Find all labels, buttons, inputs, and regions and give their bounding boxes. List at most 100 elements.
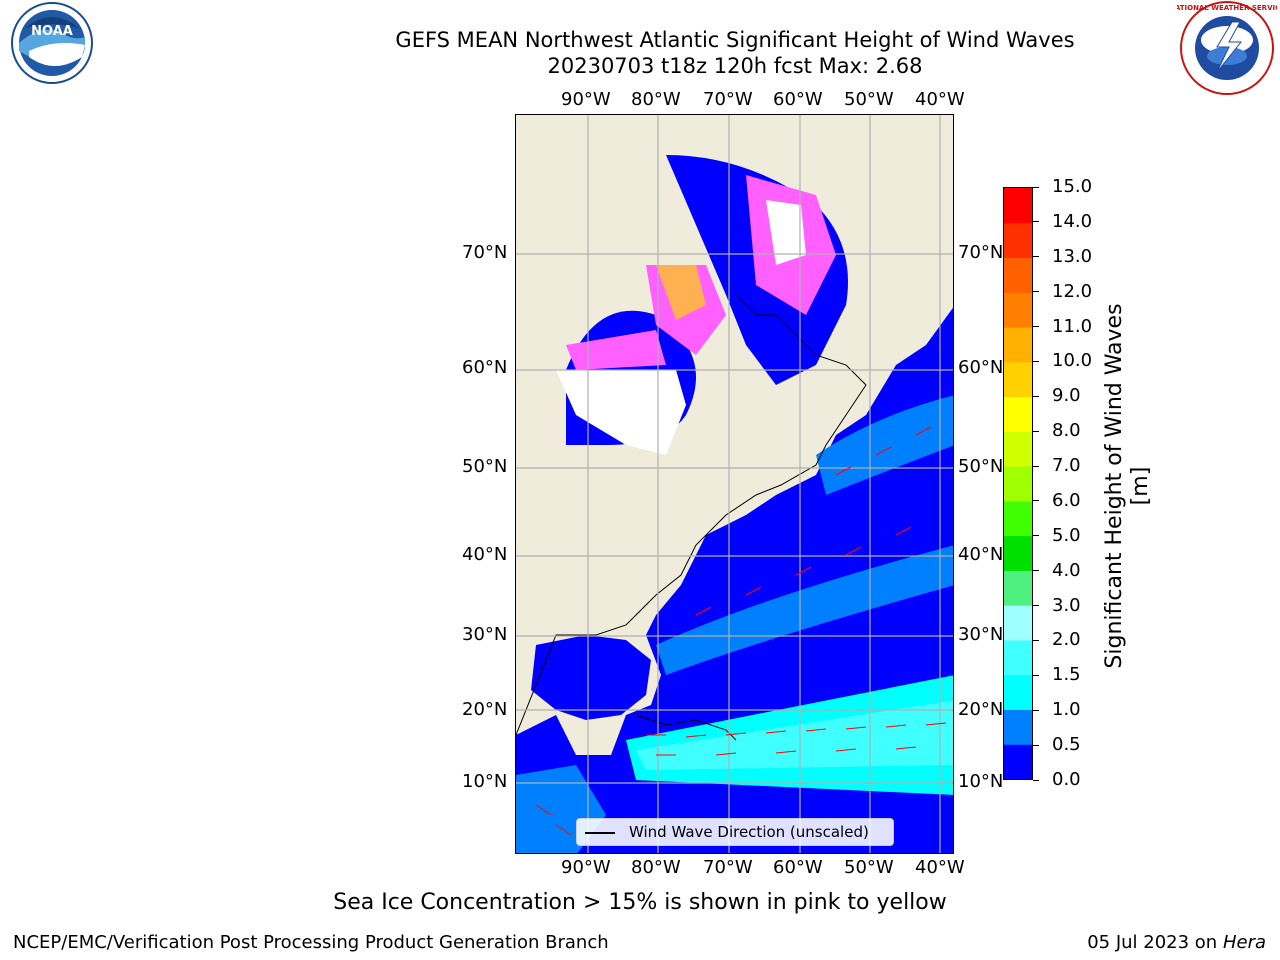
colorbar-tick-label: 6.0 bbox=[1052, 489, 1081, 511]
lon-label-top: 80°W bbox=[631, 89, 681, 110]
date-label: 05 Jul 2023 on bbox=[1087, 932, 1223, 953]
noaa-logo: NOAA bbox=[11, 2, 93, 84]
lon-label-bottom: 50°W bbox=[844, 857, 894, 878]
lon-label-top: 70°W bbox=[703, 89, 753, 110]
lat-label-right: 50°N bbox=[958, 456, 1004, 477]
noaa-logo-text: NOAA bbox=[31, 24, 73, 39]
colorbar-tick-label: 1.5 bbox=[1052, 664, 1081, 686]
colorbar-segment bbox=[1004, 709, 1032, 745]
lon-label-top: 90°W bbox=[561, 89, 611, 110]
colorbar-tick-label: 3.0 bbox=[1052, 594, 1081, 616]
colorbar-tick-label: 2.0 bbox=[1052, 629, 1081, 651]
colorbar-segment bbox=[1004, 327, 1032, 363]
colorbar-tick bbox=[1033, 744, 1039, 746]
credit-text: NCEP/EMC/Verification Post Processing Pr… bbox=[13, 932, 609, 953]
colorbar-tick-label: 14.0 bbox=[1052, 210, 1093, 232]
colorbar-tick bbox=[1033, 326, 1039, 328]
colorbar-tick-label: 15.0 bbox=[1052, 176, 1093, 197]
colorbar-tick bbox=[1033, 709, 1039, 711]
ocean-region bbox=[656, 545, 953, 675]
graticule bbox=[516, 115, 953, 853]
colorbar-tick bbox=[1033, 291, 1039, 293]
colorbar-tick bbox=[1033, 535, 1039, 537]
colorbar bbox=[1003, 187, 1033, 780]
colorbar-tick bbox=[1033, 186, 1039, 188]
colorbar-segment bbox=[1004, 466, 1032, 502]
lon-label-bottom: 80°W bbox=[631, 857, 681, 878]
lat-label-left: 70°N bbox=[462, 242, 508, 263]
colorbar-tick-label: 0.5 bbox=[1052, 734, 1081, 756]
colorbar-tick bbox=[1033, 674, 1039, 676]
colorbar-tick-label: 11.0 bbox=[1052, 315, 1093, 337]
date-text: 05 Jul 2023 on Hera bbox=[1087, 932, 1266, 953]
coastline bbox=[516, 294, 867, 736]
lat-label-left: 50°N bbox=[462, 456, 508, 477]
lon-label-bottom: 60°W bbox=[773, 857, 823, 878]
colorbar-tick-label: 10.0 bbox=[1052, 350, 1093, 372]
colorbar-segment bbox=[1004, 431, 1032, 467]
colorbar-segment bbox=[1004, 222, 1032, 259]
nws-logo-text: NATIONAL WEATHER SERVICE bbox=[1177, 4, 1277, 12]
host-name: Hera bbox=[1222, 932, 1266, 953]
colorbar-tick bbox=[1033, 639, 1039, 641]
lat-label-right: 70°N bbox=[958, 242, 1004, 263]
colorbar-tick-label: 5.0 bbox=[1052, 524, 1081, 546]
lat-label-left: 20°N bbox=[462, 699, 508, 720]
colorbar-segment bbox=[1004, 674, 1032, 710]
lat-label-left: 10°N bbox=[462, 771, 508, 792]
colorbar-segment bbox=[1004, 744, 1032, 779]
colorbar-tick bbox=[1033, 360, 1039, 362]
colorbar-segment bbox=[1004, 292, 1032, 328]
map-legend: Wind Wave Direction (unscaled) bbox=[576, 818, 894, 846]
lat-label-left: 40°N bbox=[462, 544, 508, 565]
colorbar-tick bbox=[1033, 500, 1039, 502]
colorbar-segment bbox=[1004, 500, 1032, 537]
colorbar-segment bbox=[1004, 535, 1032, 571]
map-panel bbox=[515, 114, 954, 854]
colorbar-segment bbox=[1004, 361, 1032, 398]
colorbar-tick-label: 7.0 bbox=[1052, 455, 1081, 477]
lat-label-left: 60°N bbox=[462, 357, 508, 378]
colorbar-title: Significant Height of Wind Waves [m] bbox=[1102, 303, 1153, 669]
lon-label-bottom: 70°W bbox=[703, 857, 753, 878]
colorbar-segment bbox=[1004, 570, 1032, 606]
ocean-region bbox=[816, 395, 953, 495]
lat-label-right: 60°N bbox=[958, 357, 1004, 378]
colorbar-tick-label: 13.0 bbox=[1052, 245, 1093, 267]
legend-label: Wind Wave Direction (unscaled) bbox=[629, 823, 869, 841]
lon-label-top: 50°W bbox=[844, 89, 894, 110]
map-subtitle: 20230703 t18z 120h fcst Max: 2.68 bbox=[547, 54, 923, 78]
sea-ice-caption: Sea Ice Concentration > 15% is shown in … bbox=[333, 890, 947, 915]
colorbar-tick-label: 4.0 bbox=[1052, 559, 1081, 581]
colorbar-tick-label: 1.0 bbox=[1052, 699, 1081, 721]
colorbar-tick bbox=[1033, 430, 1039, 432]
map-title: GEFS MEAN Northwest Atlantic Significant… bbox=[395, 28, 1075, 52]
wind-wave-arrows bbox=[535, 426, 947, 836]
colorbar-segment bbox=[1004, 188, 1032, 224]
colorbar-tick bbox=[1033, 779, 1039, 781]
lat-label-right: 10°N bbox=[958, 771, 1004, 792]
sea-ice bbox=[656, 265, 706, 320]
lat-label-right: 30°N bbox=[958, 624, 1004, 645]
colorbar-tick bbox=[1033, 465, 1039, 467]
lon-label-bottom: 90°W bbox=[561, 857, 611, 878]
lon-label-top: 60°W bbox=[773, 89, 823, 110]
ocean-region bbox=[636, 700, 953, 770]
colorbar-segment bbox=[1004, 605, 1032, 641]
nws-logo: NATIONAL WEATHER SERVICE bbox=[1177, 1, 1277, 95]
sea-ice bbox=[766, 200, 806, 265]
lat-label-right: 20°N bbox=[958, 699, 1004, 720]
colorbar-tick bbox=[1033, 221, 1039, 223]
colorbar-tick bbox=[1033, 395, 1039, 397]
colorbar-tick-label: 12.0 bbox=[1052, 280, 1093, 302]
colorbar-tick-label: 8.0 bbox=[1052, 420, 1081, 442]
map-canvas bbox=[516, 115, 953, 853]
colorbar-tick bbox=[1033, 256, 1039, 258]
ocean-region bbox=[531, 635, 651, 720]
colorbar-tick-label: 9.0 bbox=[1052, 385, 1081, 407]
colorbar-tick bbox=[1033, 605, 1039, 607]
sea-ice bbox=[566, 330, 666, 370]
lat-label-left: 30°N bbox=[462, 624, 508, 645]
lat-label-right: 40°N bbox=[958, 544, 1004, 565]
colorbar-tick bbox=[1033, 570, 1039, 572]
